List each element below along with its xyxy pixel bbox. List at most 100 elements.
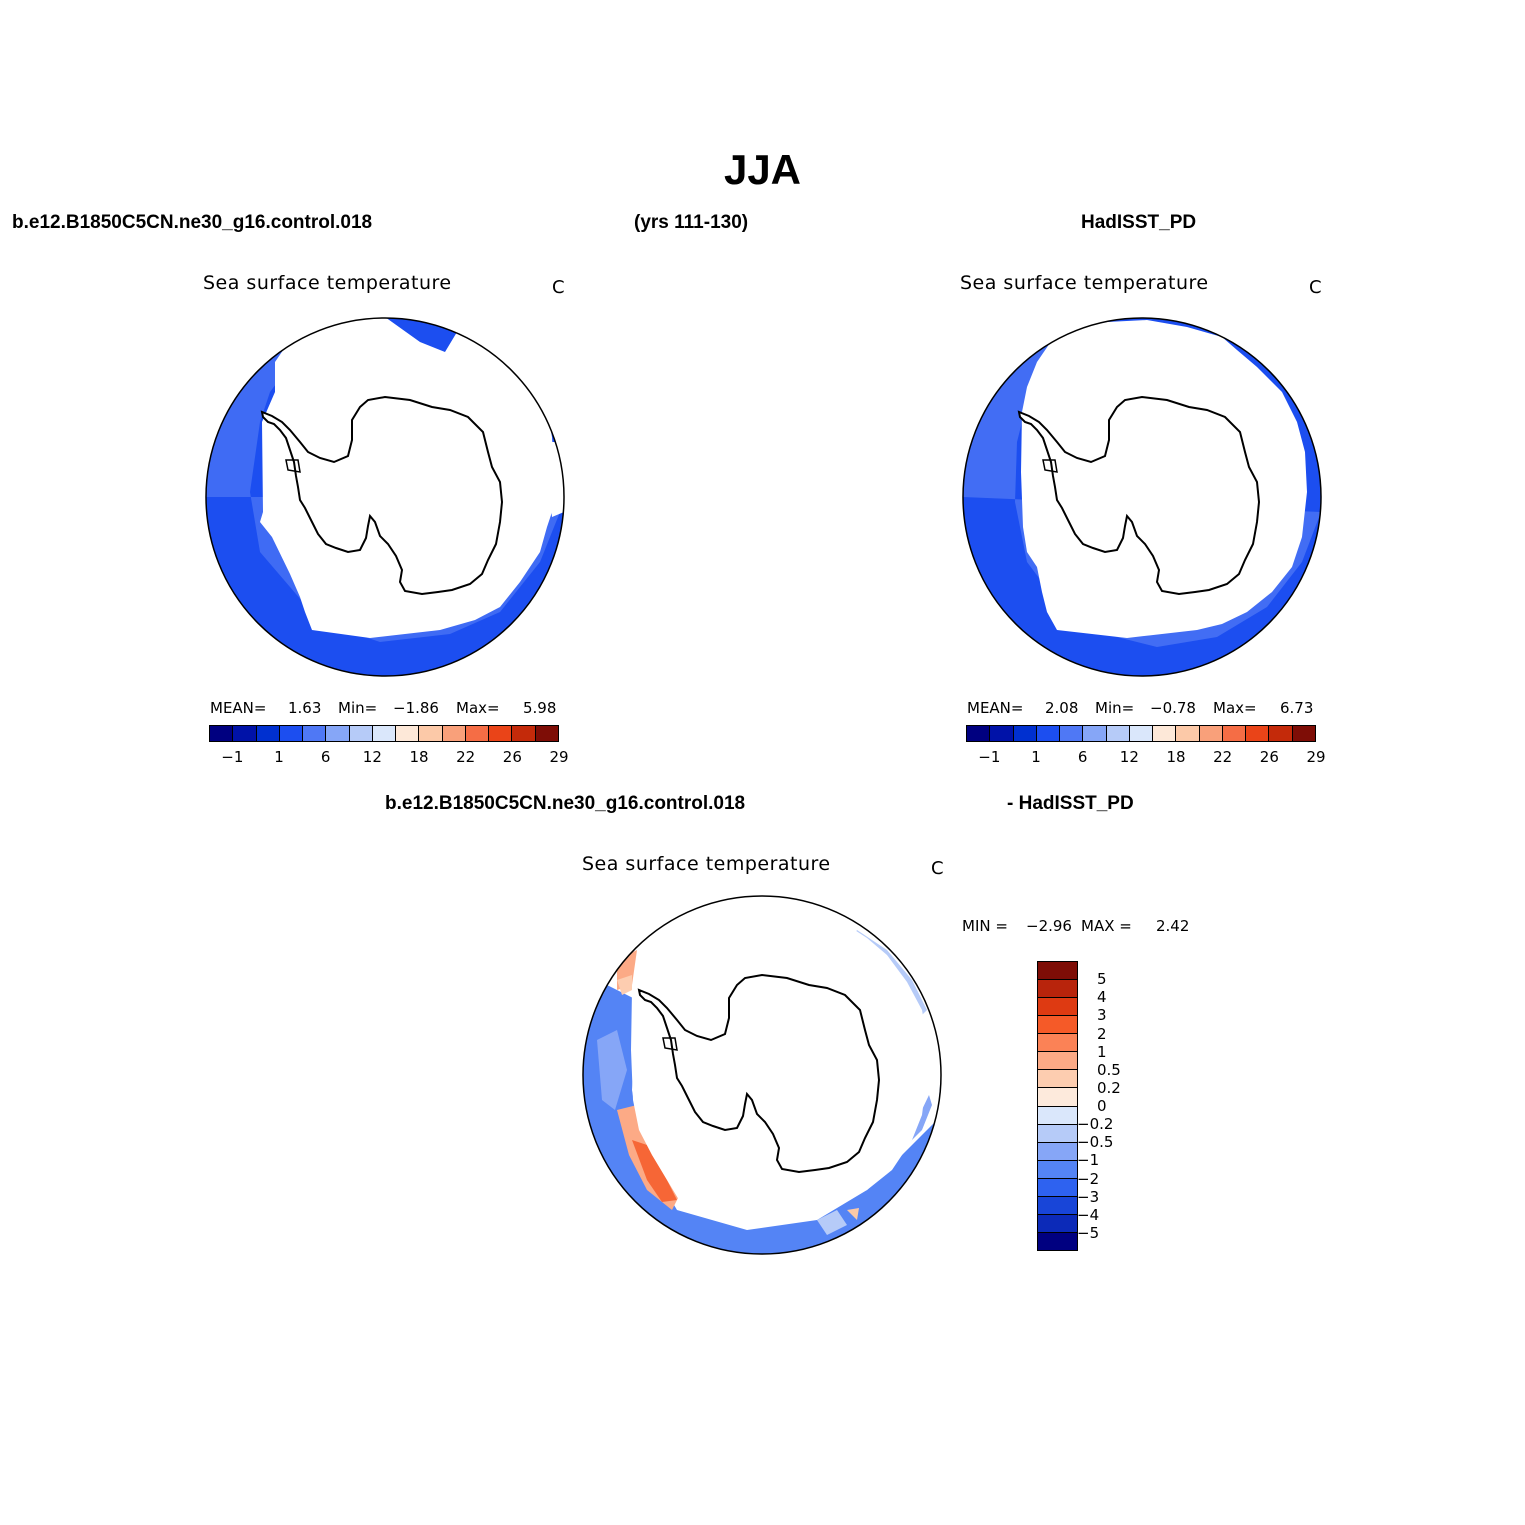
model-colorbar-box xyxy=(233,726,257,741)
model-colorbar-box xyxy=(303,726,327,741)
model-colorbar-label: 12 xyxy=(362,748,382,766)
diff-colorbar-label: 0.5 xyxy=(1097,1060,1121,1079)
model-colorbar-label: 26 xyxy=(502,748,522,766)
diff-colorbar-label: −4 xyxy=(1077,1205,1100,1224)
diff-colorbar-box xyxy=(1038,962,1077,981)
obs-colorbar-box xyxy=(1060,726,1084,741)
obs-colorbar-box xyxy=(990,726,1014,741)
obs-colorbar-label: 29 xyxy=(1306,748,1326,766)
diff-colorbar-label: 1 xyxy=(1097,1042,1107,1061)
diff-max-label: MAX = xyxy=(1081,917,1132,935)
obs-colorbar-box xyxy=(1269,726,1293,741)
diff-colorbar-label: 0 xyxy=(1097,1097,1107,1115)
diff-colorbar-label: −1 xyxy=(1077,1151,1100,1170)
diff-colorbar-box xyxy=(1038,1196,1077,1215)
obs-colorbar-box xyxy=(1106,726,1130,741)
years-label: (yrs 111-130) xyxy=(634,212,749,233)
obs-colorbar-box xyxy=(1153,726,1177,741)
diff-obs-label: - HadISST_PD xyxy=(1007,793,1134,814)
diff-colorbar-label: −5 xyxy=(1077,1223,1100,1242)
model-units: C xyxy=(552,277,565,298)
diff-colorbar-label: 4 xyxy=(1097,988,1107,1007)
diff-colorbar xyxy=(1037,961,1078,1251)
diff-colorbar-label: −0.2 xyxy=(1077,1115,1114,1134)
diff-colorbar-box xyxy=(1038,1052,1077,1071)
model-colorbar-label: −1 xyxy=(221,748,244,766)
obs-colorbar-label: 12 xyxy=(1119,748,1139,766)
model-colorbar-labels: −1 1 6 12 18 22 26 29 xyxy=(209,748,568,768)
model-colorbar-box xyxy=(489,726,513,741)
model-colorbar-box xyxy=(512,726,536,741)
diff-polar-map xyxy=(582,895,942,1255)
obs-colorbar-label: 22 xyxy=(1213,748,1233,766)
model-panel-title: Sea surface temperature xyxy=(203,272,452,294)
model-colorbar-label: 18 xyxy=(409,748,429,766)
obs-name-label: HadISST_PD xyxy=(1081,212,1197,233)
model-colorbar-box xyxy=(210,726,234,741)
diff-colorbar-box xyxy=(1038,1178,1077,1197)
diff-colorbar-box xyxy=(1038,980,1077,999)
obs-colorbar-box xyxy=(1292,726,1315,741)
obs-colorbar-label: 1 xyxy=(1031,748,1041,766)
obs-colorbar-box xyxy=(1083,726,1107,741)
diff-colorbar-label: 3 xyxy=(1097,1006,1107,1025)
diff-antarctica-coastline xyxy=(637,973,881,1174)
diff-colorbar-label: −3 xyxy=(1077,1187,1100,1206)
model-max-value: 5.98 xyxy=(523,699,557,717)
model-colorbar-box xyxy=(256,726,280,741)
obs-colorbar-labels: −1 1 6 12 18 22 26 29 xyxy=(966,748,1325,768)
model-map-border xyxy=(205,317,565,677)
model-colorbar-box xyxy=(372,726,397,741)
obs-colorbar-box xyxy=(1199,726,1223,741)
diff-map-border xyxy=(582,895,942,1255)
model-colorbar-box xyxy=(535,726,558,741)
model-min-value: −1.86 xyxy=(393,699,439,717)
obs-colorbar-box xyxy=(1222,726,1247,741)
diff-panel-title: Sea surface temperature xyxy=(582,853,831,875)
diff-colorbar-label: −0.5 xyxy=(1077,1133,1114,1152)
diff-max-value: 2.42 xyxy=(1156,917,1190,935)
obs-colorbar-box xyxy=(1129,726,1154,741)
obs-colorbar-box xyxy=(1013,726,1037,741)
model-colorbar-label: 22 xyxy=(456,748,476,766)
diff-colorbar-box xyxy=(1038,1088,1077,1107)
obs-max-label: Max= xyxy=(1213,699,1257,717)
obs-max-value: 6.73 xyxy=(1280,699,1314,717)
obs-colorbar-label: 6 xyxy=(1077,748,1088,766)
obs-colorbar-label: 18 xyxy=(1166,748,1186,766)
obs-panel-title: Sea surface temperature xyxy=(960,272,1209,294)
model-colorbar-box xyxy=(326,726,350,741)
obs-colorbar-box xyxy=(1246,726,1270,741)
diff-stats: MIN = −2.96 MAX = 2.42 xyxy=(962,917,1202,935)
model-min-label: Min= xyxy=(338,699,378,717)
obs-colorbar-box xyxy=(1176,726,1200,741)
model-colorbar-box xyxy=(349,726,373,741)
obs-units: C xyxy=(1309,277,1322,298)
diff-colorbar-box xyxy=(1038,1232,1077,1250)
obs-stats: MEAN= 2.08 Min= −0.78 Max= 6.73 xyxy=(967,699,1317,717)
diff-min-value: −2.96 xyxy=(1026,917,1072,935)
case-name-label: b.e12.B1850C5CN.ne30_g16.control.018 xyxy=(12,212,373,233)
diff-case-label: b.e12.B1850C5CN.ne30_g16.control.018 xyxy=(385,793,746,814)
model-antarctica-coastline xyxy=(260,395,504,596)
obs-map-border xyxy=(962,317,1322,677)
model-stats: MEAN= 1.63 Min= −1.86 Max= 5.98 xyxy=(210,699,560,717)
diff-colorbar-box xyxy=(1038,1124,1077,1143)
model-max-label: Max= xyxy=(456,699,500,717)
diff-colorbar-box xyxy=(1038,1142,1077,1161)
obs-colorbar-label: 26 xyxy=(1259,748,1279,766)
model-colorbar-box xyxy=(419,726,443,741)
diff-colorbar-box xyxy=(1038,1034,1077,1053)
diff-colorbar-box xyxy=(1038,1160,1077,1179)
model-colorbar xyxy=(209,725,559,742)
model-colorbar-box xyxy=(442,726,466,741)
model-colorbar-box xyxy=(465,726,490,741)
obs-colorbar-box xyxy=(1036,726,1061,741)
model-colorbar-label: 29 xyxy=(549,748,569,766)
model-colorbar-box xyxy=(279,726,304,741)
diff-colorbar-label: −2 xyxy=(1077,1169,1100,1188)
page-title: JJA xyxy=(723,146,802,193)
diff-colorbar-label: 2 xyxy=(1097,1024,1107,1043)
diff-colorbar-label: 5 xyxy=(1097,970,1107,989)
diff-units: C xyxy=(931,858,944,879)
